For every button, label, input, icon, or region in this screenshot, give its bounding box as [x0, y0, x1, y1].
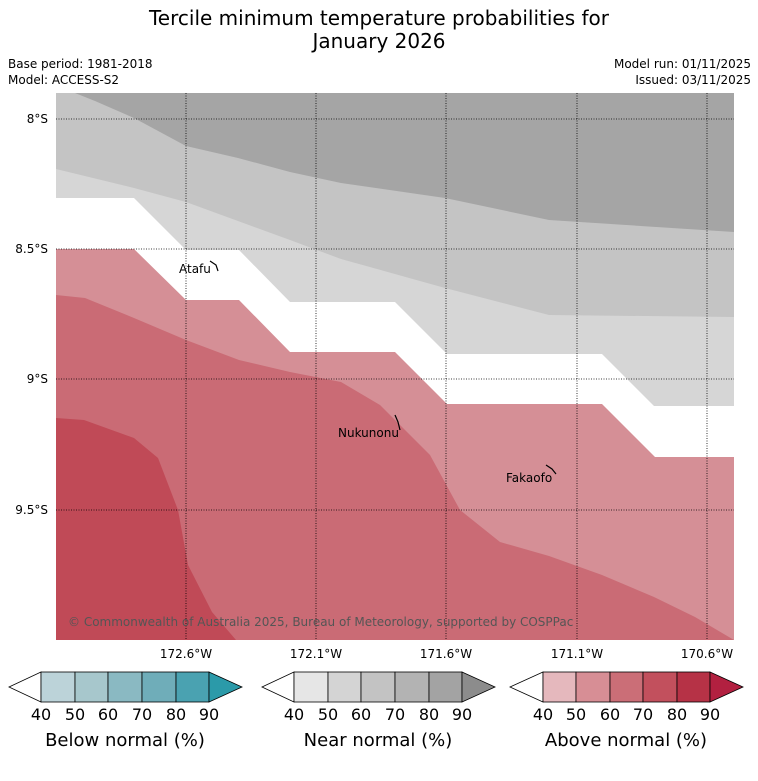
near-tick-60: 60: [351, 705, 371, 724]
near-tick-70: 70: [385, 705, 405, 724]
lon-label-171-1w: 171.1°W: [551, 647, 603, 661]
place-label-nukunonu: Nukunonu: [338, 426, 399, 440]
map-field: [56, 93, 734, 640]
near-tick-50: 50: [318, 705, 338, 724]
below-tick-50: 50: [65, 705, 85, 724]
title-line-1: Tercile minimum temperature probabilitie…: [148, 6, 610, 30]
above-normal-label: Above normal (%): [544, 730, 708, 751]
lat-label-8s: 8°S: [27, 112, 48, 126]
title-line-2: January 2026: [312, 29, 446, 53]
below-tick-40: 40: [31, 705, 51, 724]
above-normal-70-region: [56, 418, 236, 640]
lat-label-9-5s: 9.5°S: [15, 503, 48, 517]
atafu-coastline: [209, 260, 219, 272]
near-normal-label: Near normal (%): [303, 730, 453, 751]
graticule: [56, 93, 734, 640]
place-label-fakaofo: Fakaofo: [506, 471, 552, 485]
lat-label-8-5s: 8.5°S: [15, 242, 48, 256]
lon-label-172-6w: 172.6°W: [160, 647, 212, 661]
nukunonu-coastline: [394, 414, 401, 431]
issued-date: Issued: 03/11/2025: [635, 73, 751, 87]
colorbar-below: [8, 671, 243, 703]
below-tick-80: 80: [166, 705, 186, 724]
near-normal-70-region: [75, 93, 734, 232]
model-name: Model: ACCESS-S2: [8, 73, 120, 87]
above-tick-80: 80: [667, 705, 687, 724]
above-tick-40: 40: [533, 705, 553, 724]
below-tick-70: 70: [132, 705, 152, 724]
above-tick-90: 90: [700, 705, 720, 724]
model-run: Model run: 01/11/2025: [613, 57, 751, 71]
above-tick-70: 70: [633, 705, 653, 724]
colorbar-above: [509, 671, 744, 703]
base-period: Base period: 1981-2018: [8, 57, 153, 71]
lon-label-171-6w: 171.6°W: [420, 647, 472, 661]
place-label-atafu: Atafu: [179, 262, 211, 276]
fakaofo-coastline: [545, 464, 557, 475]
island-markers: [209, 260, 557, 475]
above-tick-50: 50: [566, 705, 586, 724]
lon-label-172-1w: 172.1°W: [290, 647, 342, 661]
above-tick-60: 60: [600, 705, 620, 724]
near-tick-90: 90: [452, 705, 472, 724]
lat-label-9s: 9°S: [27, 372, 48, 386]
above-normal-60-region: [56, 295, 734, 640]
below-normal-label: Below normal (%): [45, 730, 205, 751]
copyright-notice: © Commonwealth of Australia 2025, Bureau…: [68, 615, 573, 629]
near-tick-80: 80: [419, 705, 439, 724]
colorbar-near: [261, 671, 496, 703]
below-tick-60: 60: [98, 705, 118, 724]
near-tick-40: 40: [284, 705, 304, 724]
lon-label-170-6w: 170.6°W: [681, 647, 733, 661]
below-tick-90: 90: [199, 705, 219, 724]
